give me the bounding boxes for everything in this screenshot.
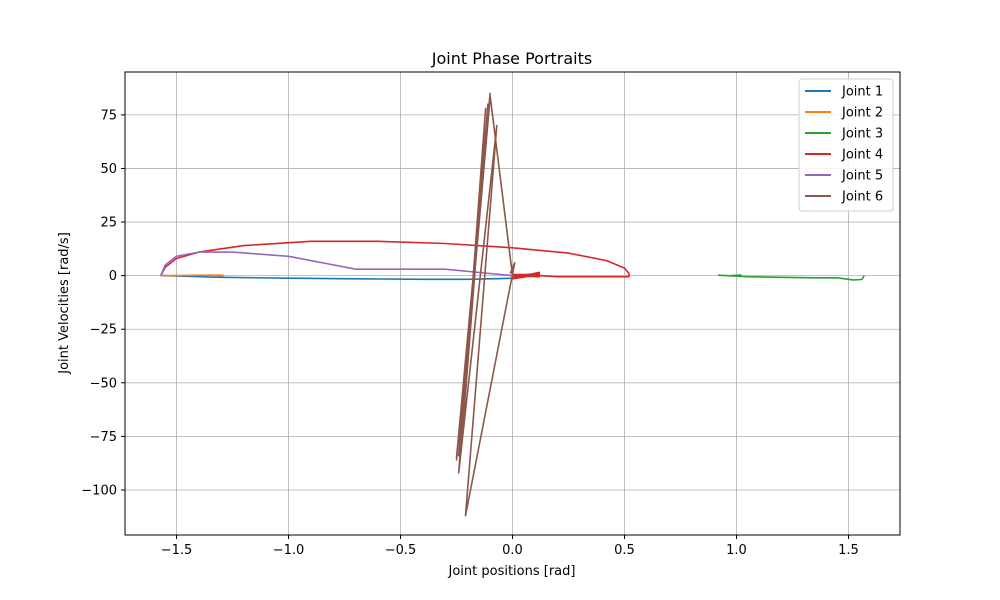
- series-line-joint-5: [160, 251, 513, 277]
- legend: Joint 1 Joint 2 Joint 3 Joint 4 Joint 5 Joint…: [798, 78, 894, 212]
- legend-label-joint-6: Joint 6: [841, 190, 883, 205]
- x-tick-label: 1.0: [726, 543, 747, 558]
- series-line-joint-6: [455, 92, 516, 517]
- y-tick-label: −100: [81, 483, 117, 498]
- x-axis-label: Joint positions [rad]: [448, 564, 576, 579]
- chart-title: Joint Phase Portraits: [431, 49, 592, 68]
- series-line-joint-2: [160, 274, 225, 277]
- y-tick-label: −50: [90, 376, 117, 391]
- legend-label-joint-1: Joint 1: [841, 85, 883, 100]
- y-tick-label: −25: [90, 323, 117, 338]
- x-tick-label: 0.5: [614, 543, 635, 558]
- x-tick-label: −1.0: [273, 543, 305, 558]
- x-tick-label: 0.0: [502, 543, 523, 558]
- series-lines: [160, 92, 865, 517]
- legend-label-joint-5: Joint 5: [841, 169, 883, 184]
- legend-label-joint-2: Joint 2: [841, 106, 883, 121]
- y-tick-label: 25: [100, 216, 117, 231]
- y-tick-label: 0: [109, 269, 117, 284]
- x-tick-label: −1.5: [161, 543, 193, 558]
- series-line-joint-4: [160, 240, 630, 280]
- y-tick-label: −75: [90, 430, 117, 445]
- x-tick-label: 1.5: [838, 543, 859, 558]
- y-tick-label: 75: [100, 108, 117, 123]
- legend-label-joint-3: Joint 3: [841, 127, 883, 142]
- y-axis-label: Joint Velocities [rad/s]: [57, 232, 72, 375]
- series-line-joint-3: [717, 274, 865, 281]
- y-tick-label: 50: [100, 162, 117, 177]
- x-tick-label: −0.5: [385, 543, 417, 558]
- legend-label-joint-4: Joint 4: [841, 148, 883, 163]
- ticks: −1.5 −1.0 −0.5 0.0 0.5 1.0 1.5 −100 −75 −50 −25 0 25…: [81, 108, 859, 558]
- grid: [125, 72, 900, 535]
- series-line-joint-1: [160, 274, 514, 281]
